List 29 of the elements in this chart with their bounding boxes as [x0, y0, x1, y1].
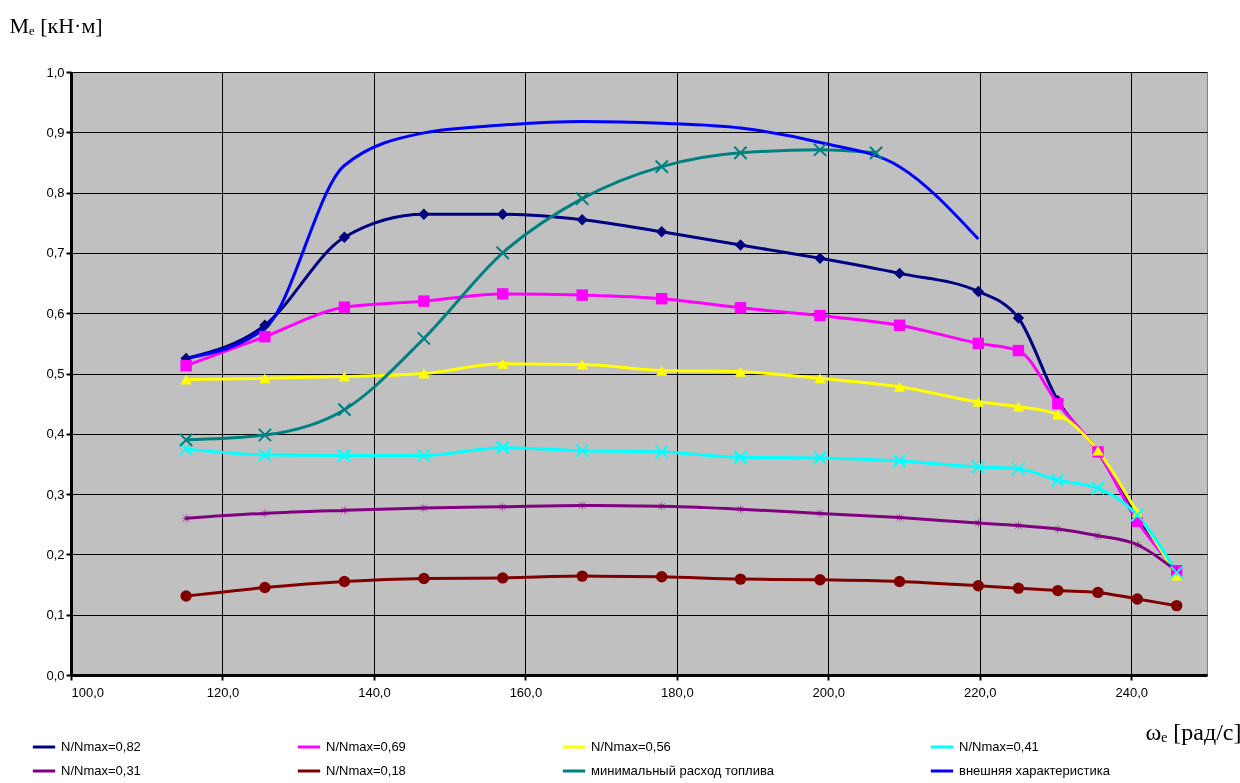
legend-label: N/Nmax=0,56	[591, 739, 671, 754]
legend-label: минимальный расход топлива	[591, 763, 775, 778]
y-tick-label: 1,0	[46, 64, 65, 80]
x-tick-label: 140,0	[358, 684, 391, 700]
legend-label: N/Nmax=0,69	[326, 739, 406, 754]
y-tick-label: 0,2	[46, 546, 65, 562]
y-tick-label: 0,6	[46, 305, 65, 321]
x-tick-label: 240,0	[1115, 684, 1149, 700]
x-tick-label: 180,0	[661, 684, 694, 700]
x-tick-label: 100,0	[71, 684, 105, 700]
legend-label: N/Nmax=0,82	[61, 739, 141, 754]
x-tick-label: 220,0	[964, 684, 997, 700]
y-tick-label: 0,9	[46, 124, 65, 140]
y-tick-label: 0,4	[46, 426, 65, 442]
x-axis-title: ωₑ [рад/с]	[1145, 718, 1240, 745]
legend-label: внешняя характеристика	[959, 763, 1111, 778]
y-tick-label: 0,3	[46, 486, 65, 502]
y-tick-label: 0,8	[46, 185, 65, 201]
y-axis-title: Mₑ [кН·м]	[9, 12, 103, 38]
legend-label: N/Nmax=0,18	[326, 763, 406, 778]
legend-label: N/Nmax=0,31	[61, 763, 141, 778]
y-tick-label: 0,5	[46, 366, 65, 381]
x-tick-label: 160,0	[509, 684, 543, 700]
y-tick-label: 0,1	[46, 607, 65, 623]
y-tick-label: 0,0	[46, 667, 65, 683]
y-tick-label: 0,7	[46, 245, 65, 261]
x-tick-label: 120,0	[206, 684, 240, 700]
legend-label: N/Nmax=0,41	[959, 739, 1039, 754]
x-tick-label: 200,0	[812, 684, 846, 700]
